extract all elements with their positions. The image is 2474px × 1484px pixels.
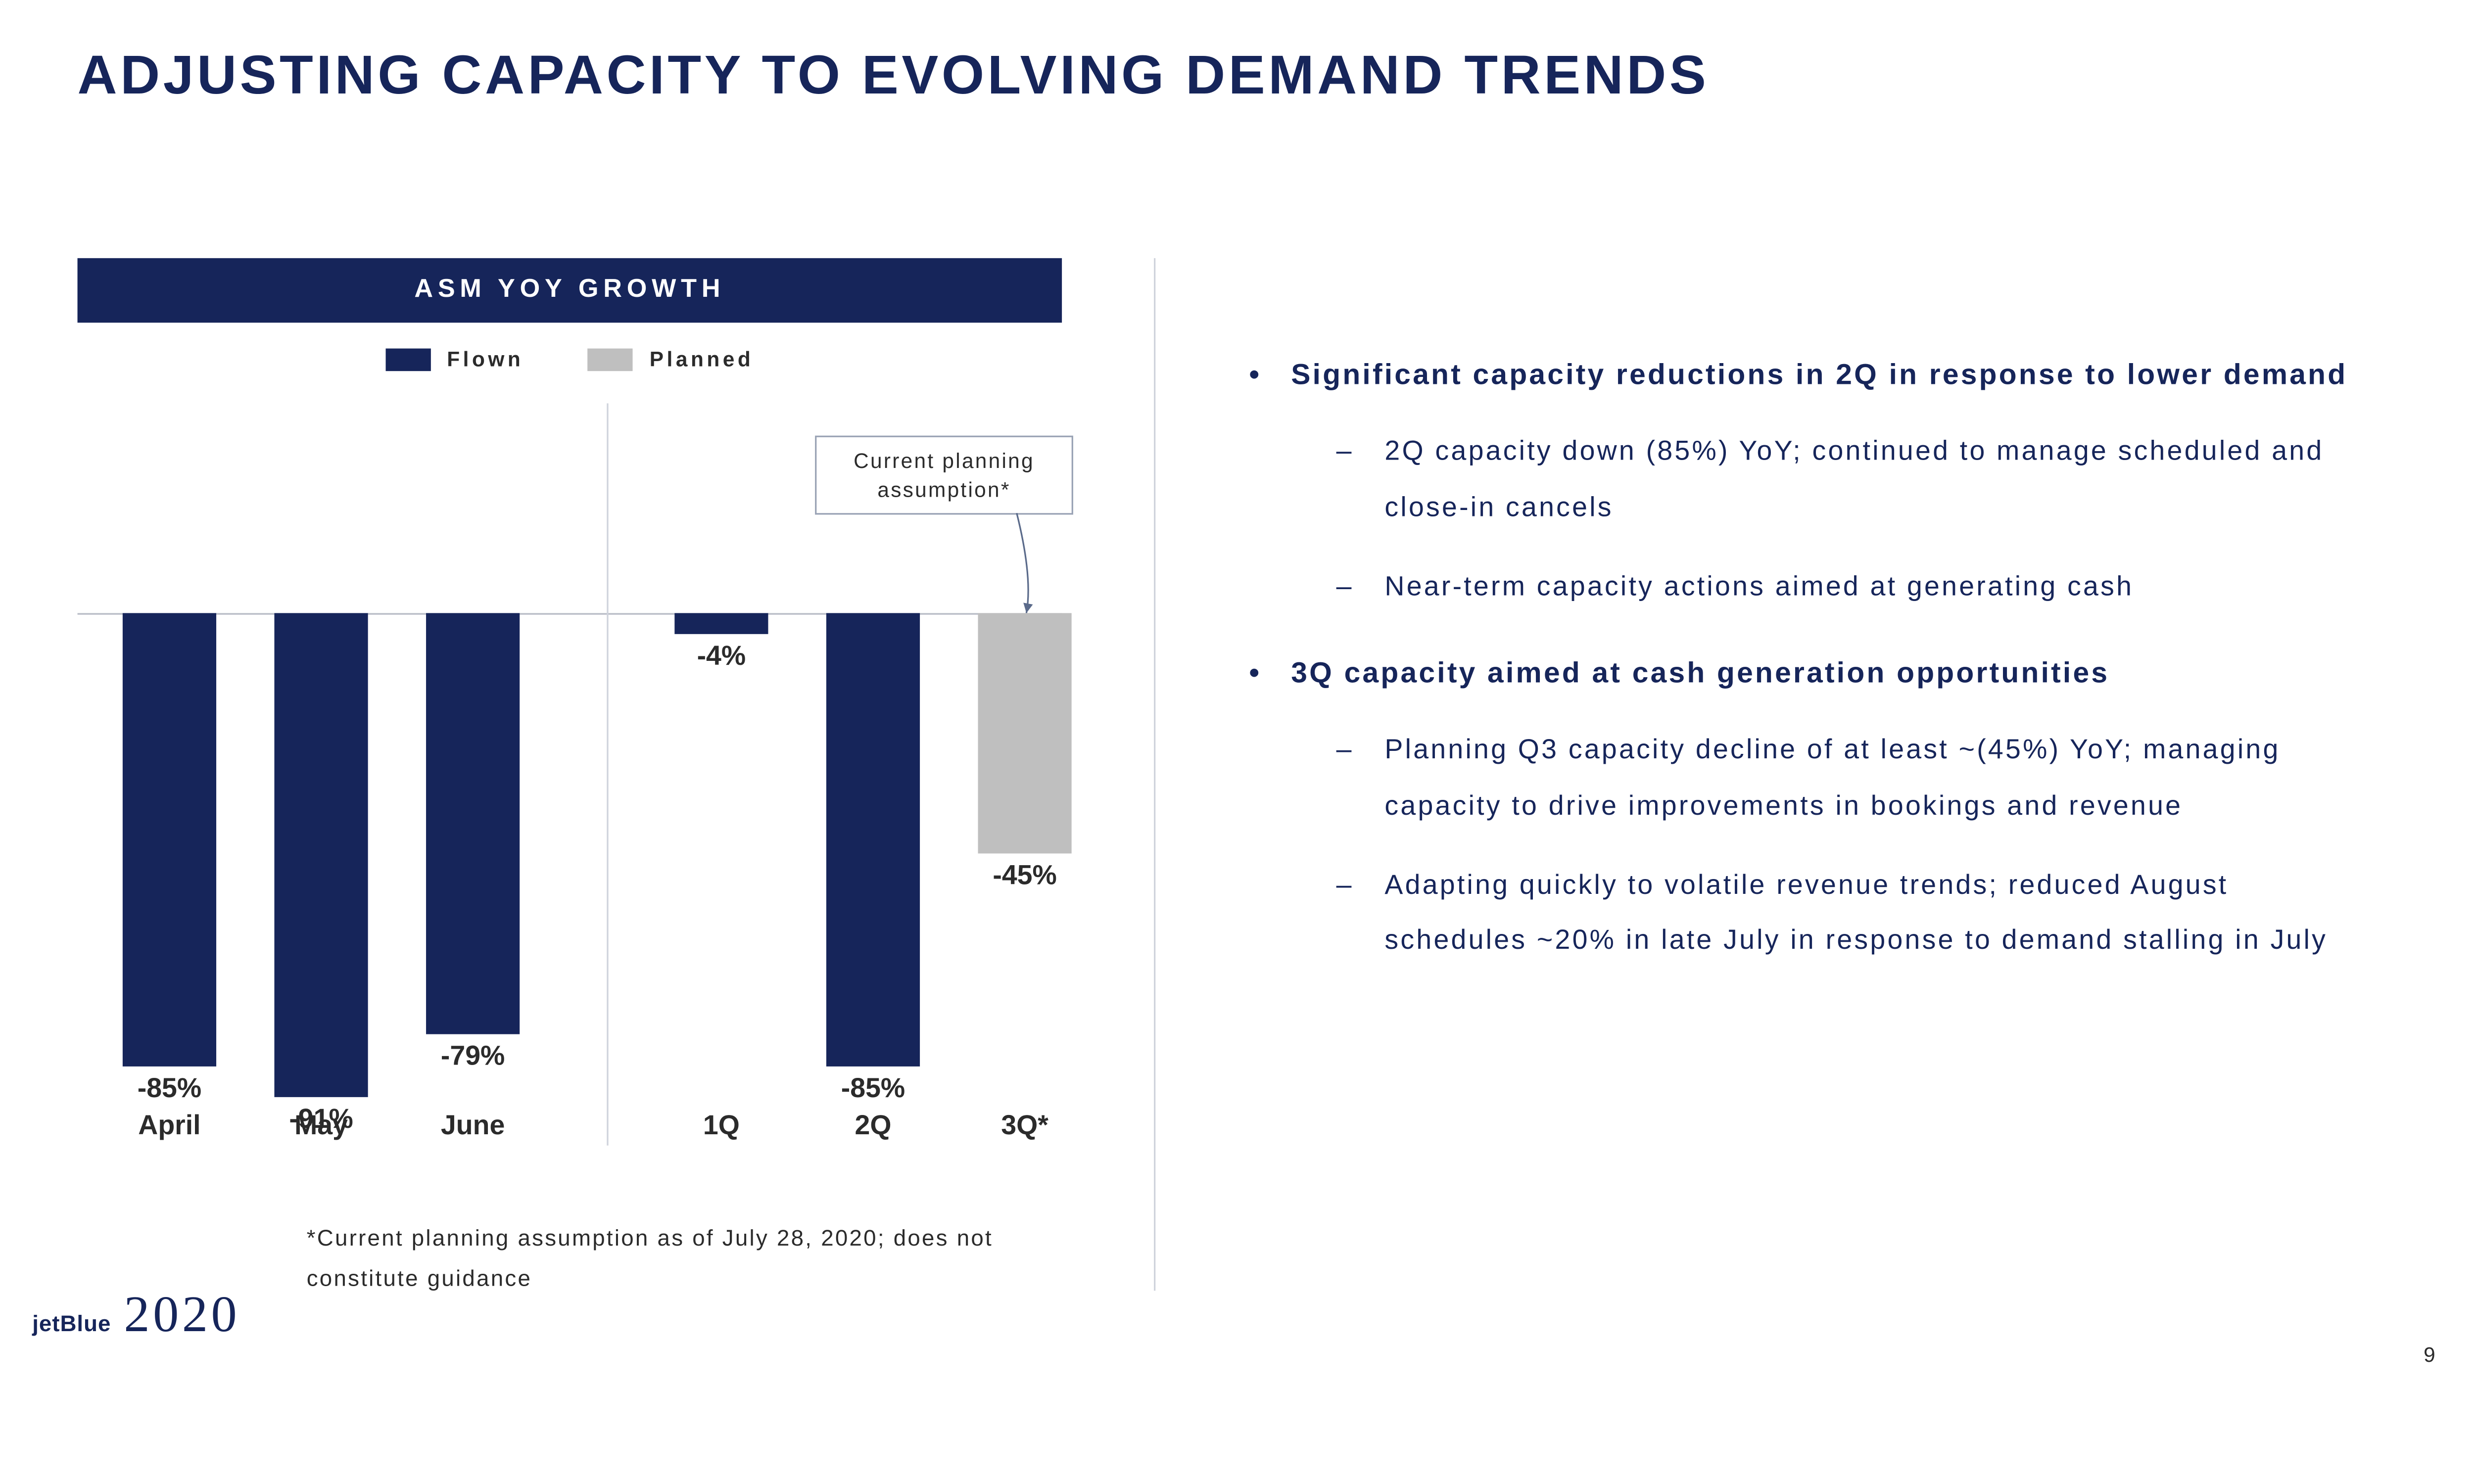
bar-value-label: -4% bbox=[624, 641, 818, 673]
brand-year: 2020 bbox=[124, 1284, 240, 1344]
chart-group-separator bbox=[607, 403, 608, 1145]
bar-category-label: 3Q* bbox=[928, 1110, 1121, 1142]
bullet-level1: 3Q capacity aimed at cash generation opp… bbox=[1242, 645, 2377, 970]
bullet-level2: Adapting quickly to volatile revenue tre… bbox=[1336, 858, 2378, 970]
bar-group: -91%May bbox=[274, 403, 368, 1145]
page-title: ADJUSTING CAPACITY TO EVOLVING DEMAND TR… bbox=[78, 45, 1710, 108]
bar-group: -85%April bbox=[123, 403, 216, 1145]
bar bbox=[426, 613, 520, 1033]
bar-category-label: June bbox=[376, 1110, 570, 1142]
bar-value-label: -85% bbox=[776, 1072, 970, 1104]
legend-swatch bbox=[385, 348, 430, 371]
bullet-level1: Significant capacity reductions in 2Q in… bbox=[1242, 347, 2377, 616]
bar-group: -85%2Q bbox=[826, 403, 920, 1145]
brand-name: jetBlue bbox=[32, 1310, 111, 1336]
chart-legend: Flown Planned bbox=[78, 347, 1062, 371]
bar bbox=[978, 613, 1072, 852]
page-number: 9 bbox=[2424, 1343, 2435, 1367]
bullet-level2: Near-term capacity actions aimed at gene… bbox=[1336, 559, 2378, 616]
bar-value-label: -45% bbox=[928, 859, 1121, 891]
bar bbox=[274, 613, 368, 1097]
bar-group: -4%1Q bbox=[674, 403, 768, 1145]
bullet-level2: Planning Q3 capacity decline of at least… bbox=[1336, 723, 2378, 835]
bar-value-label: -85% bbox=[73, 1072, 266, 1104]
legend-label: Flown bbox=[447, 347, 523, 371]
legend-label: Planned bbox=[650, 347, 754, 371]
legend-item-flown: Flown bbox=[385, 347, 523, 371]
bullet-list: Significant capacity reductions in 2Q in… bbox=[1242, 347, 2377, 999]
slide: ADJUSTING CAPACITY TO EVOLVING DEMAND TR… bbox=[0, 0, 2474, 1392]
vertical-divider bbox=[1154, 258, 1155, 1291]
legend-item-planned: Planned bbox=[588, 347, 754, 371]
chart-title: ASM YOY GROWTH bbox=[78, 258, 1062, 323]
bar-group: -45%3Q* bbox=[978, 403, 1072, 1145]
bar-group: -79%June bbox=[426, 403, 520, 1145]
bar bbox=[123, 613, 216, 1066]
bullet-level2: 2Q capacity down (85%) YoY; continued to… bbox=[1336, 424, 2378, 537]
legend-swatch bbox=[588, 348, 633, 371]
bar bbox=[674, 613, 768, 634]
bar-chart: -85%April-91%May-79%June-4%1Q-85%2Q-45%3… bbox=[78, 403, 1062, 1145]
chart-footnote: *Current planning assumption as of July … bbox=[307, 1218, 1082, 1299]
bar bbox=[826, 613, 920, 1066]
brand-logo: jetBlue 2020 bbox=[32, 1284, 240, 1344]
bar-value-label: -79% bbox=[376, 1040, 570, 1072]
